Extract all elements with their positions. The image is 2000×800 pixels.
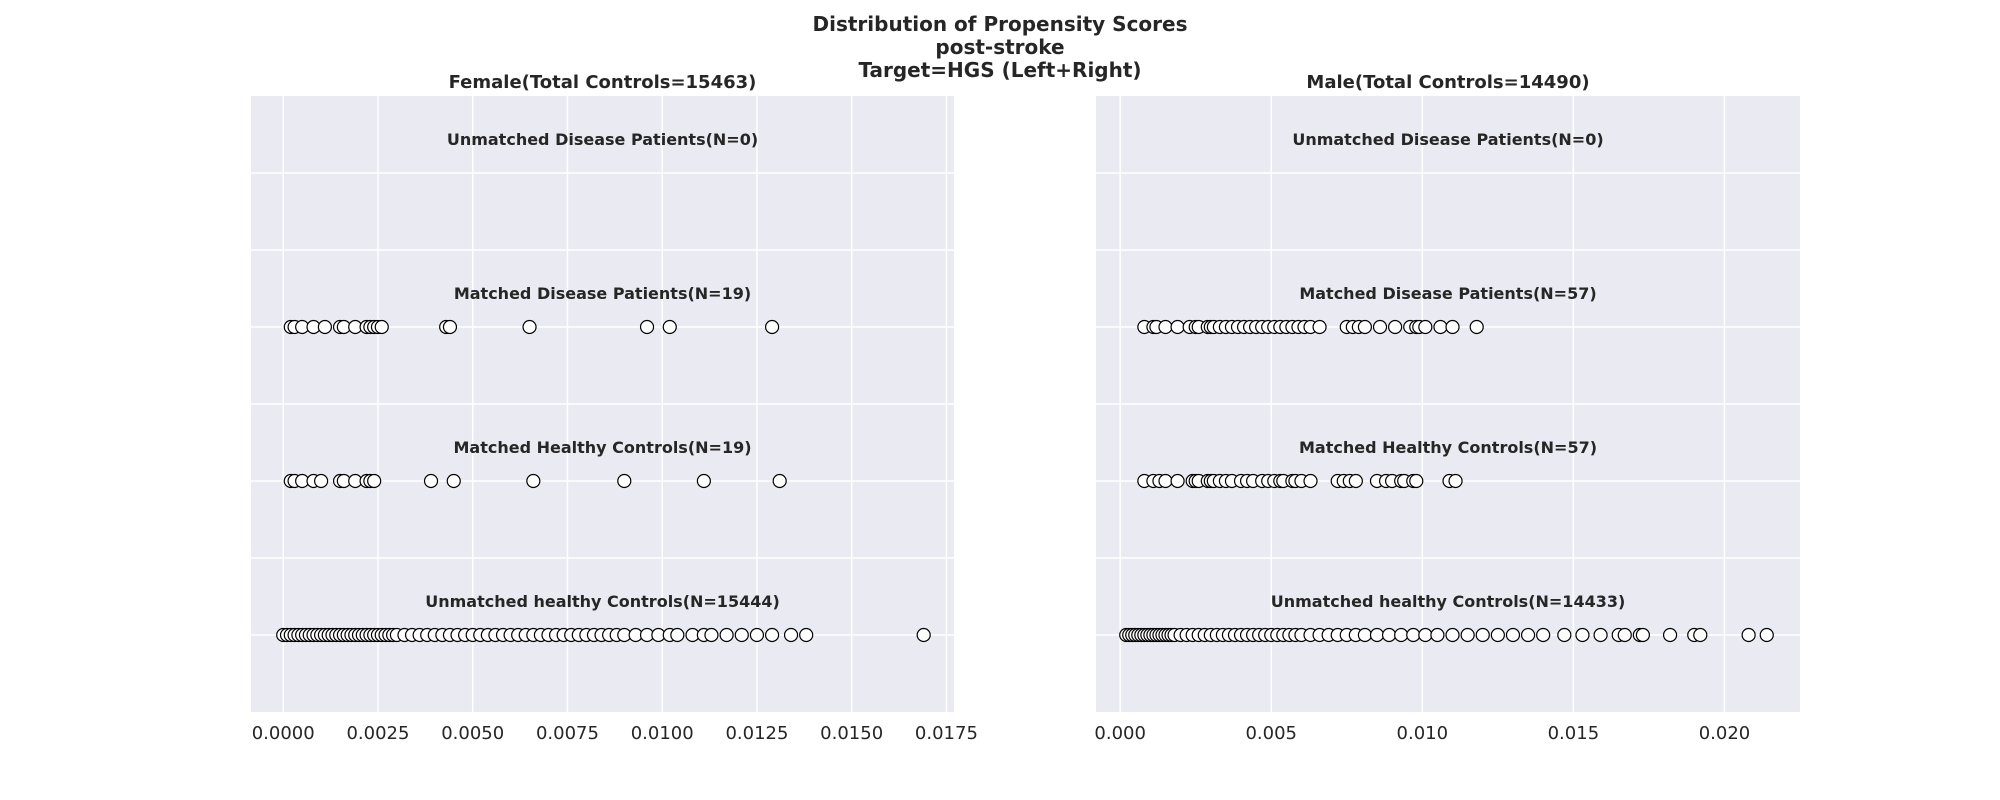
x-tick-label: 0.0150	[820, 723, 883, 744]
data-point	[1409, 473, 1424, 489]
data-point	[526, 473, 541, 489]
data-point	[1662, 627, 1678, 643]
group-label: Matched Healthy Controls(N=57)	[1299, 438, 1597, 457]
x-tick-label: 0.0000	[252, 723, 315, 744]
data-point	[1372, 319, 1388, 335]
data-point	[1490, 627, 1505, 643]
data-point	[1170, 473, 1185, 489]
data-point	[1394, 627, 1409, 643]
data-point	[1536, 627, 1551, 643]
data-point	[1430, 627, 1445, 643]
data-point	[1348, 473, 1363, 489]
data-point	[1418, 627, 1433, 643]
data-point	[772, 473, 787, 489]
panel-title: Female(Total Controls=15463)	[449, 72, 757, 93]
data-point	[1693, 627, 1708, 643]
data-point	[1557, 627, 1572, 643]
x-tick-label: 0.010	[1397, 723, 1449, 744]
data-point	[1448, 473, 1463, 489]
x-tick-label: 0.005	[1245, 723, 1297, 744]
data-point	[1445, 627, 1460, 643]
data-point	[1460, 627, 1475, 643]
data-point	[1357, 319, 1373, 335]
data-point	[783, 627, 799, 643]
data-point	[639, 319, 655, 335]
data-point	[367, 473, 382, 489]
data-point	[1469, 319, 1484, 335]
data-point	[314, 473, 329, 489]
data-point	[704, 627, 719, 643]
group-label: Matched Disease Patients(N=57)	[1299, 284, 1596, 303]
data-point	[1617, 627, 1632, 643]
x-tick-label: 0.0025	[346, 723, 409, 744]
data-point	[1575, 627, 1590, 643]
data-point	[1303, 473, 1318, 489]
data-point	[1357, 627, 1373, 643]
figure-title: Distribution of Propensity Scorespost-st…	[813, 12, 1188, 82]
group-label: Unmatched Disease Patients(N=0)	[447, 130, 758, 149]
data-point	[1170, 319, 1185, 335]
data-point	[764, 319, 780, 335]
group-label: Unmatched healthy Controls(N=14433)	[1271, 592, 1626, 611]
data-point	[522, 319, 537, 335]
panel-male: 0.000 0.005 0.010 0.015 0.020 Male(Total Cont…	[1094, 72, 1800, 744]
x-tick-label: 0.0125	[725, 723, 788, 744]
data-point	[423, 473, 439, 489]
data-point	[1520, 627, 1536, 643]
x-tick-label: 0.0175	[915, 723, 978, 744]
data-point	[1445, 319, 1460, 335]
data-point	[1381, 627, 1397, 643]
panel-title: Male(Total Controls=14490)	[1306, 72, 1589, 93]
data-point	[670, 627, 685, 643]
data-point	[1505, 627, 1521, 643]
data-point	[446, 473, 461, 489]
data-point	[1406, 627, 1421, 643]
group-label: Matched Healthy Controls(N=19)	[453, 438, 751, 457]
data-point	[734, 627, 749, 643]
x-tick-label: 0.0050	[441, 723, 504, 744]
data-point	[696, 473, 711, 489]
data-point	[1475, 627, 1490, 643]
x-tick-label: 0.000	[1094, 723, 1146, 744]
figure-title-line: Target=HGS (Left+Right)	[858, 58, 1141, 82]
data-point	[617, 473, 632, 489]
data-point	[374, 319, 389, 335]
data-point	[1593, 627, 1608, 643]
panel-female: 0.0000 0.0025 0.0050 0.0075 0.0100 0.0125 0.01…	[251, 72, 978, 744]
x-tick-label: 0.0075	[536, 723, 599, 744]
data-point	[719, 627, 734, 643]
data-point	[1388, 319, 1403, 335]
data-point	[1369, 627, 1385, 643]
data-point	[317, 319, 333, 335]
data-point	[916, 627, 931, 643]
figure-title-line: post-stroke	[935, 35, 1064, 59]
x-tick-label: 0.020	[1699, 723, 1751, 744]
group-label: Unmatched healthy Controls(N=15444)	[425, 592, 780, 611]
figure-title-line: Distribution of Propensity Scores	[813, 12, 1188, 36]
data-point	[749, 627, 765, 643]
data-point	[442, 319, 458, 335]
data-point	[1759, 627, 1774, 643]
data-point	[1433, 319, 1448, 335]
data-point	[1741, 627, 1756, 643]
data-point	[1635, 627, 1650, 643]
data-point	[764, 627, 780, 643]
x-tick-label: 0.015	[1548, 723, 1600, 744]
data-point	[1312, 319, 1327, 335]
data-point	[799, 627, 814, 643]
group-label: Unmatched Disease Patients(N=0)	[1292, 130, 1603, 149]
data-point	[1418, 319, 1433, 335]
group-label: Matched Disease Patients(N=19)	[454, 284, 751, 303]
x-tick-label: 0.0100	[631, 723, 694, 744]
data-point	[662, 319, 677, 335]
data-point	[1158, 473, 1173, 489]
chart-panels: 0.0000 0.0025 0.0050 0.0075 0.0100 0.0125 0.01…	[251, 72, 1800, 744]
data-point	[1158, 319, 1173, 335]
